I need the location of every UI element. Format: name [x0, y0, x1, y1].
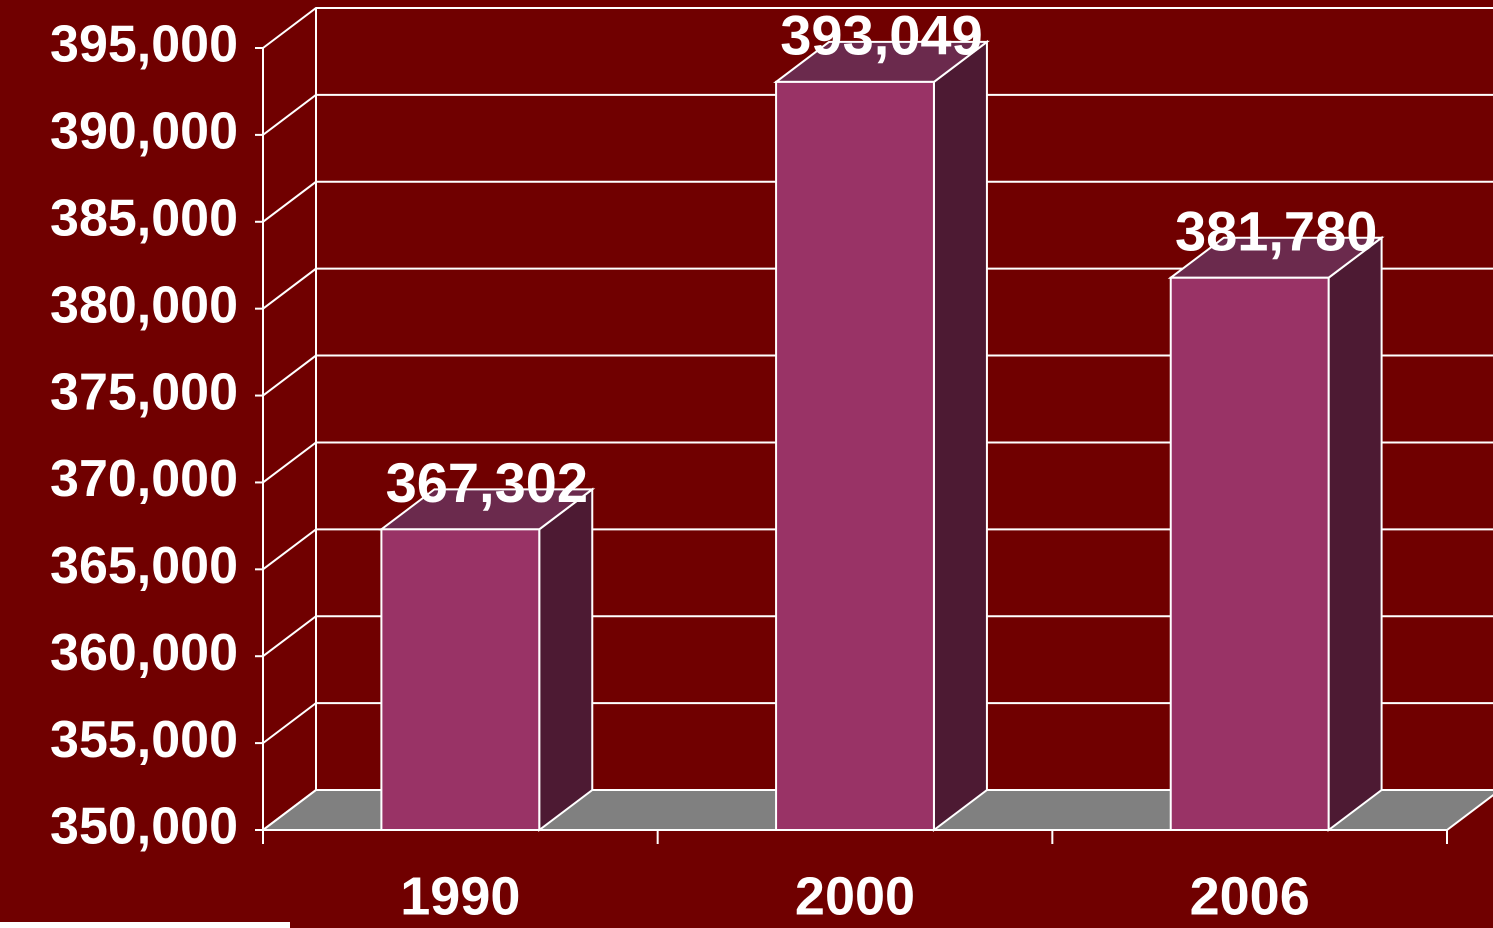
- y-tick-label: 380,000: [50, 276, 238, 334]
- grid-line: [262, 441, 1493, 484]
- grid-line: [262, 7, 1493, 49]
- value-label: 381,780: [1175, 200, 1377, 263]
- y-tick-label: 385,000: [50, 190, 238, 248]
- value-label: 393,049: [780, 4, 982, 67]
- bar-side: [932, 39, 988, 833]
- bar: [775, 80, 935, 831]
- corner-strip: [0, 922, 290, 928]
- grid-line: [262, 93, 1493, 136]
- value-label: 367,302: [386, 451, 588, 514]
- y-tick-label: 395,000: [50, 16, 238, 74]
- grid-line: [262, 615, 1493, 658]
- y-tick-label: 355,000: [50, 711, 238, 769]
- y-tick-label: 350,000: [50, 798, 238, 856]
- y-tick-label: 390,000: [50, 103, 238, 161]
- grid-line: [262, 702, 1493, 744]
- grid-line: [262, 180, 1493, 223]
- bar: [1169, 276, 1330, 832]
- x-tick-label: 2006: [1190, 866, 1310, 926]
- y-tick-label: 360,000: [50, 624, 238, 682]
- grid-line: [262, 267, 1493, 310]
- bar-side: [1327, 235, 1383, 833]
- bar-side: [538, 487, 594, 833]
- x-tick-label: 1990: [400, 866, 520, 926]
- y-tick-label: 365,000: [50, 537, 238, 595]
- grid-line: [262, 789, 1493, 831]
- bar: [380, 528, 541, 832]
- grid-line: [262, 528, 1493, 571]
- grid-line: [262, 354, 1493, 397]
- y-tick-label: 370,000: [50, 450, 238, 508]
- y-tick-label: 375,000: [50, 363, 238, 421]
- x-tick-label: 2000: [795, 866, 915, 926]
